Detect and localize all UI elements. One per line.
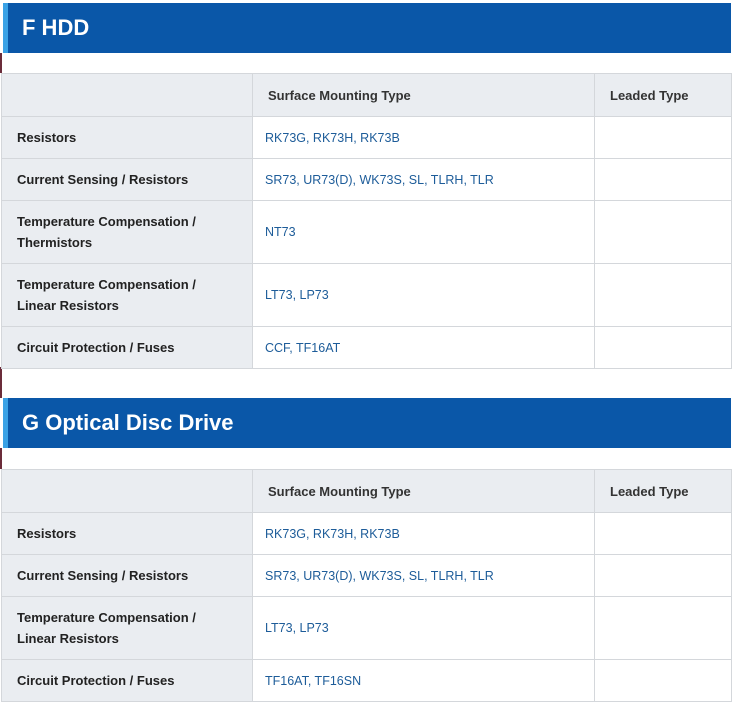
left-edge-accent [0,367,2,398]
leaded-parts [594,512,732,555]
product-table-hdd: Surface Mounting Type Leaded Type Resist… [1,73,732,369]
surface-mount-parts[interactable]: RK73G, RK73H, RK73B [252,116,595,159]
table-row: Current Sensing / Resistors SR73, UR73(D… [1,554,732,597]
section-header-hdd: F HDD [3,3,731,53]
leaded-parts [594,554,732,597]
row-category: Current Sensing / Resistors [1,158,253,201]
table-row: Temperature Compensation / Thermistors NT… [1,200,732,264]
column-header-surface-mounting: Surface Mounting Type [252,73,595,117]
row-category: Temperature Compensation / Thermistors [1,200,253,264]
surface-mount-parts[interactable]: TF16AT, TF16SN [252,659,595,702]
section-header-optical-disc-drive: G Optical Disc Drive [3,398,731,448]
section-title: F HDD [22,15,90,40]
header-corner-cell [1,73,253,117]
surface-mount-parts[interactable]: SR73, UR73(D), WK73S, SL, TLRH, TLR [252,158,595,201]
row-category: Resistors [1,116,253,159]
table-header-row: Surface Mounting Type Leaded Type [1,73,732,117]
leaded-parts [594,326,732,369]
surface-mount-parts[interactable]: RK73G, RK73H, RK73B [252,512,595,555]
row-category: Resistors [1,512,253,555]
surface-mount-parts[interactable]: NT73 [252,200,595,264]
surface-mount-parts[interactable]: SR73, UR73(D), WK73S, SL, TLRH, TLR [252,554,595,597]
row-category: Circuit Protection / Fuses [1,659,253,702]
leaded-parts [594,200,732,264]
row-category: Temperature Compensation / Linear Resisto… [1,263,253,327]
table-row: Temperature Compensation / Linear Resisto… [1,596,732,660]
table-row: Resistors RK73G, RK73H, RK73B [1,512,732,555]
left-edge-accent [0,448,2,469]
surface-mount-parts[interactable]: CCF, TF16AT [252,326,595,369]
leaded-parts [594,158,732,201]
surface-mount-parts[interactable]: LT73, LP73 [252,263,595,327]
surface-mount-parts[interactable]: LT73, LP73 [252,596,595,660]
table-row: Circuit Protection / Fuses TF16AT, TF16S… [1,659,732,702]
column-header-leaded: Leaded Type [594,73,732,117]
table-header-row: Surface Mounting Type Leaded Type [1,469,732,513]
row-category: Circuit Protection / Fuses [1,326,253,369]
row-category: Temperature Compensation / Linear Resisto… [1,596,253,660]
row-category: Current Sensing / Resistors [1,554,253,597]
left-edge-accent [0,53,2,73]
column-header-leaded: Leaded Type [594,469,732,513]
table-row: Current Sensing / Resistors SR73, UR73(D… [1,158,732,201]
header-corner-cell [1,469,253,513]
section-title: G Optical Disc Drive [22,410,234,435]
column-header-surface-mounting: Surface Mounting Type [252,469,595,513]
table-row: Temperature Compensation / Linear Resisto… [1,263,732,327]
table-row: Circuit Protection / Fuses CCF, TF16AT [1,326,732,369]
leaded-parts [594,116,732,159]
leaded-parts [594,596,732,660]
table-row: Resistors RK73G, RK73H, RK73B [1,116,732,159]
leaded-parts [594,263,732,327]
leaded-parts [594,659,732,702]
product-table-optical-disc-drive: Surface Mounting Type Leaded Type Resist… [1,469,732,702]
